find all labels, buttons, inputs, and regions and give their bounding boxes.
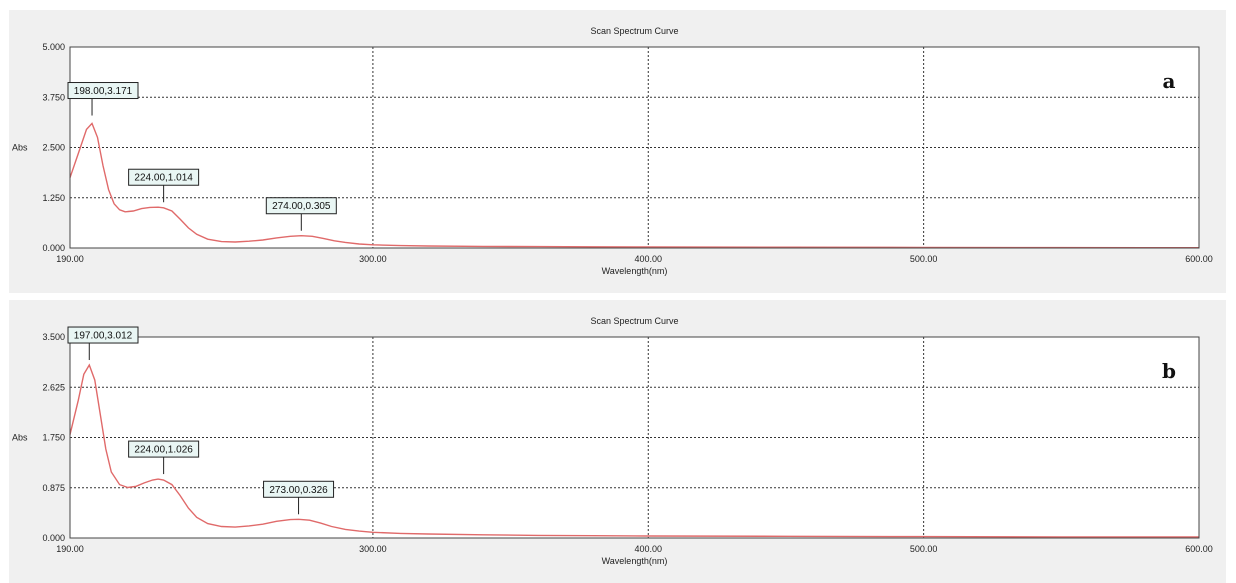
spectrum-chart-a: Scan Spectrum Curve 5.000 3.750 2.500 1.250 0… <box>12 26 1213 276</box>
x-tick-label: 400.00 <box>635 544 663 554</box>
annotation-box <box>128 168 200 186</box>
y-tick-label: 3.750 <box>42 92 65 102</box>
x-axis-label: Wavelength(nm) <box>602 266 668 276</box>
y-tick-label: 0.875 <box>42 483 65 493</box>
spectrum-panel-b: Scan Spectrum Curve 3.500 2.625 1.750 0.875 0… <box>9 300 1226 583</box>
chart-title: Scan Spectrum Curve <box>590 316 678 326</box>
y-tick-label: 0.000 <box>42 533 65 543</box>
spectrum-line <box>69 122 1200 249</box>
y-tick-label: 2.500 <box>42 143 65 153</box>
x-axis-label: Wavelength(nm) <box>602 556 668 566</box>
annotation-box <box>67 326 139 344</box>
annotation-box <box>67 82 139 100</box>
annotation-label: 198.00,3.171 <box>74 86 133 97</box>
panel-letter: a <box>1163 69 1176 93</box>
y-tick-label: 2.625 <box>42 382 65 392</box>
annotation-box <box>128 440 200 458</box>
spectrum-panel-a: Scan Spectrum Curve 5.000 3.750 2.500 1.250 0… <box>9 10 1226 293</box>
y-axis-label: Abs <box>12 143 28 153</box>
plot-border <box>69 336 1200 539</box>
annotation-label: 273.00,0.326 <box>269 485 328 496</box>
spectrum-chart-b: Scan Spectrum Curve 3.500 2.625 1.750 0.875 0… <box>12 316 1213 566</box>
annotation-label: 274.00,0.305 <box>272 201 331 212</box>
annotation-label: 224.00,1.014 <box>134 173 193 184</box>
x-tick-label: 300.00 <box>359 544 387 554</box>
plot-border <box>69 46 1200 249</box>
x-tick-label: 500.00 <box>910 544 938 554</box>
x-tick-label: 600.00 <box>1185 544 1213 554</box>
y-tick-label: 0.000 <box>42 243 65 253</box>
y-tick-label: 1.250 <box>42 193 65 203</box>
x-tick-label: 600.00 <box>1185 254 1213 264</box>
x-tick-label: 500.00 <box>910 254 938 264</box>
y-tick-label: 1.750 <box>42 433 65 443</box>
x-tick-label: 190.00 <box>56 254 84 264</box>
x-tick-label: 300.00 <box>359 254 387 264</box>
x-tick-label: 400.00 <box>635 254 663 264</box>
annotation-box <box>263 480 335 498</box>
panel-letter: b <box>1162 359 1176 383</box>
y-tick-label: 5.000 <box>42 42 65 52</box>
spectrum-line <box>69 363 1200 538</box>
chart-title: Scan Spectrum Curve <box>590 26 678 36</box>
annotation-label: 197.00,3.012 <box>74 331 133 342</box>
annotation-label: 224.00,1.026 <box>134 445 193 456</box>
annotation-box <box>265 197 337 215</box>
y-tick-label: 3.500 <box>42 332 65 342</box>
x-tick-label: 190.00 <box>56 544 84 554</box>
y-axis-label: Abs <box>12 433 28 443</box>
